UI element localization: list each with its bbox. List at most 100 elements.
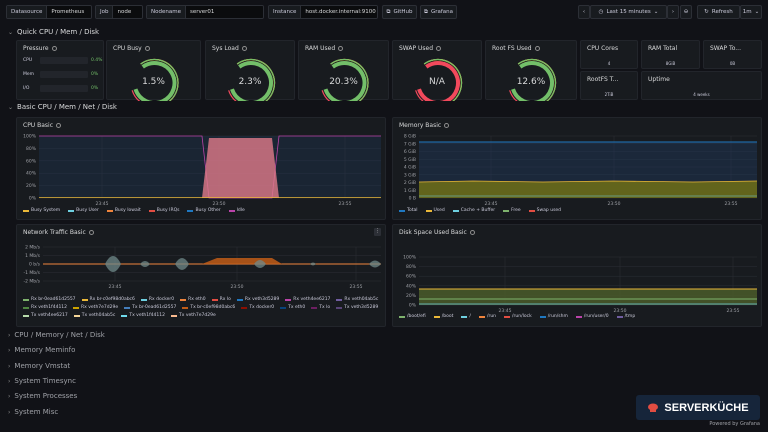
legend-item[interactable]: / bbox=[461, 314, 471, 319]
legend-item[interactable]: Rx veth1f44112 bbox=[23, 305, 67, 310]
row-collapsed[interactable]: › CPU / Memory / Net / Disk bbox=[8, 331, 105, 339]
legend-item[interactable]: Swap used bbox=[528, 208, 561, 213]
legend-item[interactable]: Tx eth0 bbox=[280, 305, 305, 310]
time-forward-button[interactable]: › bbox=[667, 5, 679, 19]
refresh-button[interactable]: ↻ Refresh bbox=[697, 5, 740, 19]
legend-item[interactable]: Rx veth3d5289 bbox=[236, 297, 280, 302]
info-icon[interactable] bbox=[444, 123, 450, 128]
var-value[interactable]: Prometheus bbox=[47, 6, 91, 18]
traffic-spike bbox=[140, 261, 150, 267]
stat-title: CPU Cores bbox=[587, 45, 619, 52]
legend-item[interactable]: Rx veth04ab5c bbox=[336, 297, 378, 302]
row-collapsed[interactable]: › System Misc bbox=[8, 408, 58, 416]
root-usage-area bbox=[419, 289, 757, 305]
legend-label: Rx veth7e7d29e bbox=[81, 305, 119, 310]
legend-label: Rx docker0 bbox=[148, 297, 175, 302]
legend-item[interactable]: /run bbox=[478, 314, 496, 319]
var-value[interactable]: server01 bbox=[185, 6, 263, 18]
row-collapsed[interactable]: › Memory Meminfo bbox=[8, 346, 75, 354]
y-tick-label: 7 GiB bbox=[404, 141, 416, 147]
legend-item[interactable]: Tx lo bbox=[311, 305, 330, 310]
legend-item[interactable]: Rx eth0 bbox=[180, 297, 206, 302]
legend-item[interactable]: Used bbox=[425, 208, 445, 213]
legend-swatch bbox=[461, 315, 468, 318]
var-instance[interactable]: Instance host.docker.internal:9100 bbox=[268, 5, 378, 19]
legend-item[interactable]: Tx veth04ab5c bbox=[73, 313, 115, 318]
legend-item[interactable]: Tx br-0ead61d2557 bbox=[124, 305, 176, 310]
legend-item[interactable]: Tx veth4ee6217 bbox=[23, 313, 68, 318]
legend-item[interactable]: Free bbox=[503, 208, 521, 213]
info-icon[interactable] bbox=[144, 46, 150, 51]
legend-label: Rx veth04ab5c bbox=[344, 297, 379, 302]
legend-item[interactable]: /run/lock bbox=[504, 314, 532, 319]
legend-item[interactable]: Rx br-c0ef98d0abc6 bbox=[81, 297, 135, 302]
var-job[interactable]: Job node bbox=[95, 5, 143, 19]
y-tick-label: 3 GiB bbox=[404, 172, 416, 178]
row-collapsed[interactable]: › System Timesync bbox=[8, 377, 76, 385]
info-icon[interactable] bbox=[534, 46, 540, 51]
grafana-link[interactable]: ⧉ Grafana bbox=[420, 5, 457, 19]
legend-item[interactable]: /run/user/0 bbox=[575, 314, 609, 319]
legend-item[interactable]: Busy Other bbox=[187, 208, 221, 213]
legend-swatch bbox=[23, 306, 29, 309]
legend-item[interactable]: Tx veth3d5289 bbox=[336, 305, 378, 310]
row-quick[interactable]: ⌄ Quick CPU / Mem / Disk bbox=[8, 28, 99, 36]
legend-item[interactable]: Busy System bbox=[23, 208, 60, 213]
panel-title-text: CPU Basic bbox=[23, 122, 53, 129]
legend-item[interactable]: /tmp bbox=[616, 314, 635, 319]
legend-item[interactable]: Tx docker0 bbox=[241, 305, 274, 310]
legend-item[interactable]: Tx veth1f44112 bbox=[121, 313, 165, 318]
legend-label: /run/user/0 bbox=[583, 314, 609, 319]
info-icon[interactable] bbox=[88, 230, 94, 235]
gauge-arc bbox=[415, 58, 463, 101]
gauge-threshold bbox=[517, 58, 557, 101]
row-basic[interactable]: ⌄ Basic CPU / Mem / Net / Disk bbox=[8, 103, 117, 111]
info-icon[interactable] bbox=[469, 230, 475, 235]
gauge-track bbox=[323, 61, 367, 101]
chevron-right-icon: › bbox=[8, 346, 11, 354]
legend-item[interactable]: Tx veth7e7d29e bbox=[170, 313, 216, 318]
legend-item[interactable]: /boot/efi bbox=[399, 314, 426, 319]
zoom-out-button[interactable]: ⊖ bbox=[680, 5, 692, 19]
legend-item[interactable]: /run/shm bbox=[539, 314, 568, 319]
row-collapsed[interactable]: › System Processes bbox=[8, 392, 77, 400]
row-collapsed[interactable]: › Memory Vmstat bbox=[8, 362, 70, 370]
legend-item[interactable]: Rx lo bbox=[211, 297, 231, 302]
info-icon[interactable] bbox=[51, 46, 57, 51]
legend-item[interactable]: Busy IRQs bbox=[148, 208, 179, 213]
var-value[interactable]: node bbox=[113, 6, 142, 18]
legend-item[interactable]: Rx docker0 bbox=[140, 297, 175, 302]
panel-menu-icon[interactable]: ⋮ bbox=[374, 228, 381, 236]
github-link[interactable]: ⧉ GitHub bbox=[382, 5, 417, 19]
legend-item[interactable]: Rx veth4ee6217 bbox=[285, 297, 330, 302]
time-back-button[interactable]: ‹ bbox=[578, 5, 590, 19]
gauge-panel: CPU Busy 1.5% bbox=[106, 40, 201, 101]
var-value[interactable]: host.docker.internal:9100 bbox=[301, 6, 377, 18]
legend-item[interactable]: Tx br-c0ef98d0abc6 bbox=[182, 305, 235, 310]
info-icon[interactable] bbox=[338, 46, 344, 51]
legend-item[interactable]: Cache + Buffer bbox=[452, 208, 495, 213]
legend-item[interactable]: Rx br-0ead61d2557 bbox=[23, 297, 76, 302]
info-icon[interactable] bbox=[436, 46, 442, 51]
gauge-threshold bbox=[140, 58, 179, 101]
legend-swatch bbox=[121, 314, 128, 317]
legend-item[interactable]: /boot bbox=[433, 314, 453, 319]
info-icon[interactable] bbox=[241, 46, 247, 51]
time-range-picker[interactable]: ◷ Last 15 minutes ⌄ bbox=[590, 5, 667, 19]
var-nodename[interactable]: Nodename server01 bbox=[146, 5, 264, 19]
refresh-interval-picker[interactable]: 1m ⌄ bbox=[740, 5, 762, 19]
legend-item[interactable]: Idle bbox=[228, 208, 245, 213]
legend-item[interactable]: Rx veth7e7d29e bbox=[73, 305, 118, 310]
info-icon[interactable] bbox=[56, 123, 61, 128]
legend-item[interactable]: Busy Iowait bbox=[106, 208, 141, 213]
legend-label: Rx veth3d5289 bbox=[244, 297, 280, 302]
var-datasource[interactable]: Datasource Prometheus bbox=[6, 5, 92, 19]
y-tick-label: 8 GiB bbox=[404, 134, 416, 140]
legend-item[interactable]: Busy User bbox=[68, 208, 99, 213]
legend-item[interactable]: Total bbox=[399, 208, 418, 213]
panel-title-text: Pressure bbox=[23, 45, 49, 52]
gauge-track bbox=[417, 61, 460, 101]
x-tick-label: 23:45 bbox=[499, 308, 512, 314]
refresh-interval-label: 1m bbox=[742, 9, 752, 15]
stat-swap-total: SWAP To... 0B bbox=[703, 40, 762, 69]
